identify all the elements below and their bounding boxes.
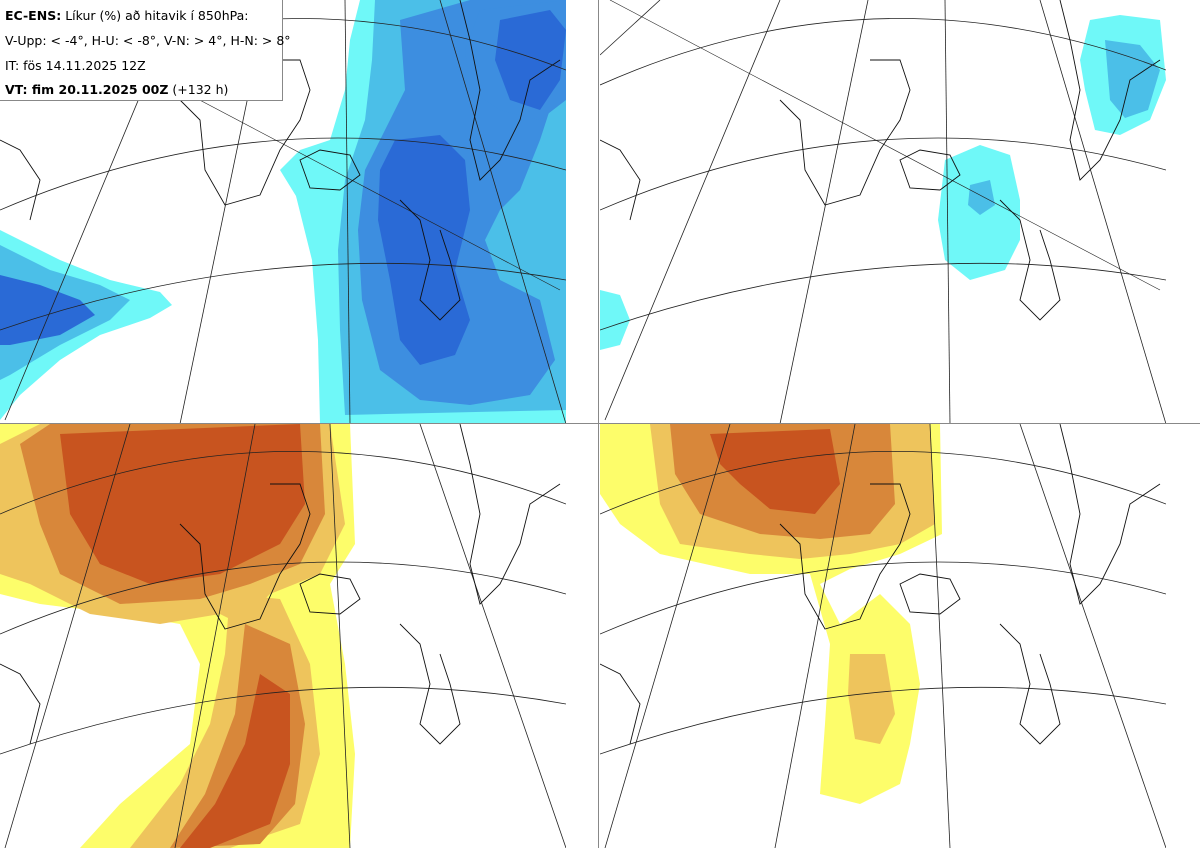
map-panel-v-upp: 1009565355 (0, 0, 566, 424)
map-panel-v-n: 1009565355 (0, 424, 566, 848)
description: Líkur (%) að hitavik í 850hPa: (65, 8, 249, 23)
initial-time: IT: fös 14.11.2025 12Z (5, 58, 146, 73)
horizontal-divider (0, 423, 1200, 424)
map-v-n (0, 424, 566, 848)
valid-time-line: VT: fim 20.11.2025 00Z (+132 h) (5, 82, 228, 97)
map-h-u (600, 0, 1166, 424)
vertical-divider (598, 0, 599, 848)
thresholds: V-Upp: < -4°, H-U: < -8°, V-N: > 4°, H-N… (5, 33, 291, 48)
valid-time: VT: fim 20.11.2025 00Z (5, 82, 169, 97)
map-h-n (600, 424, 1166, 848)
map-panel-h-n: 1009565355 (600, 424, 1166, 848)
map-v-upp (0, 0, 566, 424)
map-panel-h-u: 1009565355 (600, 0, 1166, 424)
title-box: EC-ENS: Líkur (%) að hitavik í 850hPa: V… (0, 0, 291, 101)
lead-time: (+132 h) (172, 82, 229, 97)
model-label: EC-ENS: (5, 8, 62, 23)
title-line-1: EC-ENS: Líkur (%) að hitavik í 850hPa: (5, 8, 249, 23)
